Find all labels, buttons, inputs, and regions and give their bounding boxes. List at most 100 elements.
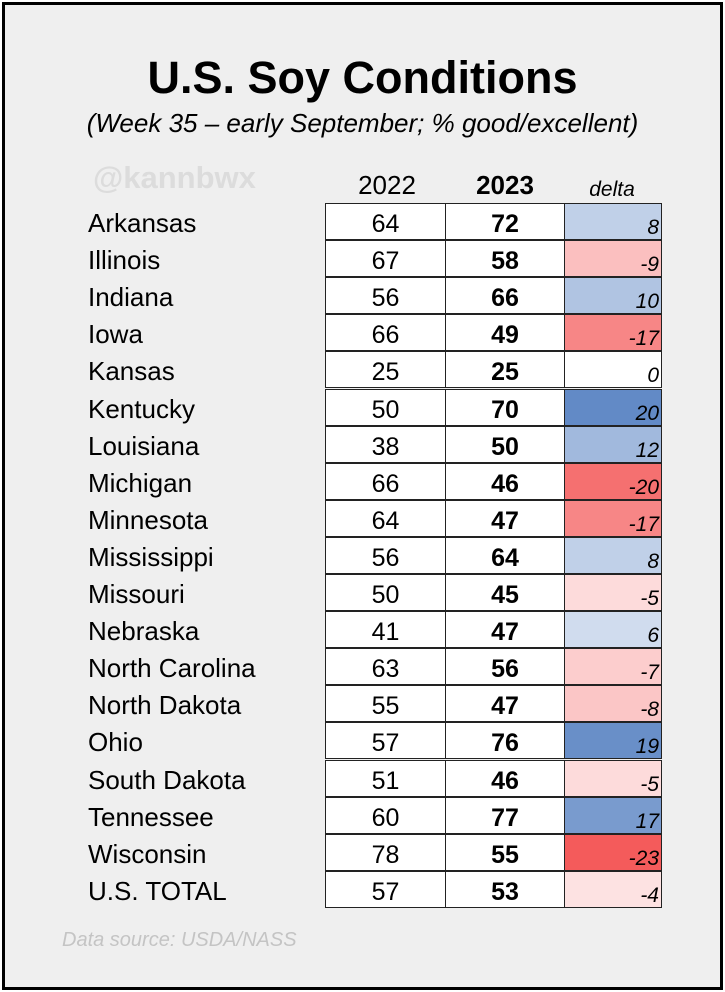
value-2022: 41 bbox=[325, 611, 446, 649]
state-label: Minnesota bbox=[88, 504, 208, 535]
value-2023: 25 bbox=[445, 351, 565, 389]
delta-cell: 0 bbox=[564, 351, 662, 389]
value-2023: 45 bbox=[445, 574, 565, 611]
value-2022: 78 bbox=[325, 833, 446, 871]
table-row: Illinois 67 58 -9 bbox=[0, 240, 725, 278]
delta-cell: 6 bbox=[564, 611, 662, 649]
table-row: Arkansas 64 72 8 bbox=[0, 203, 725, 240]
value-2022: 38 bbox=[325, 425, 446, 463]
value-2022: 56 bbox=[325, 277, 446, 315]
chart-subtitle: (Week 35 – early September; % good/excel… bbox=[86, 108, 639, 138]
value-2022: 60 bbox=[325, 796, 446, 834]
delta-cell: -5 bbox=[564, 759, 662, 797]
state-label: Arkansas bbox=[88, 208, 197, 238]
value-2022: 64 bbox=[325, 203, 446, 240]
table-row: Tennessee 60 77 17 bbox=[0, 796, 725, 834]
value-2022: 67 bbox=[325, 240, 446, 278]
state-label: Iowa bbox=[88, 319, 143, 350]
value-2023: 47 bbox=[445, 685, 565, 723]
table-row: Missouri 50 45 -5 bbox=[0, 574, 725, 611]
value-2022: 66 bbox=[325, 314, 446, 352]
value-2022: 51 bbox=[325, 759, 446, 797]
value-2023: 49 bbox=[445, 314, 565, 352]
delta-cell: -20 bbox=[564, 462, 662, 500]
state-label: Michigan bbox=[88, 467, 193, 498]
value-2023: 70 bbox=[445, 388, 565, 426]
table-row: Ohio 57 76 19 bbox=[0, 722, 725, 760]
value-2023: 47 bbox=[445, 499, 565, 537]
delta-cell: -17 bbox=[564, 314, 662, 352]
table-row: U.S. TOTAL 57 53 -4 bbox=[0, 870, 725, 908]
value-2023: 76 bbox=[445, 722, 565, 760]
value-2022: 55 bbox=[325, 685, 446, 723]
value-2023: 46 bbox=[445, 759, 565, 797]
value-2023: 50 bbox=[445, 425, 565, 463]
table-row: South Dakota 51 46 -5 bbox=[0, 759, 725, 797]
state-label: Tennessee bbox=[88, 801, 214, 832]
state-label: Missouri bbox=[88, 579, 185, 609]
value-2023: 56 bbox=[445, 648, 565, 686]
state-label: Nebraska bbox=[88, 616, 200, 647]
delta-cell: -8 bbox=[564, 685, 662, 723]
table-row: North Carolina 63 56 -7 bbox=[0, 648, 725, 686]
table-row: Kentucky 50 70 20 bbox=[0, 388, 725, 426]
table-row: Indiana 56 66 10 bbox=[0, 277, 725, 315]
table-row: North Dakota 55 47 -8 bbox=[0, 685, 725, 723]
state-label: North Carolina bbox=[88, 653, 256, 684]
delta-cell: -23 bbox=[564, 833, 662, 871]
column-header-delta: delta bbox=[589, 178, 635, 201]
delta-cell: -9 bbox=[564, 240, 662, 278]
value-2022: 25 bbox=[325, 351, 446, 389]
state-label: Ohio bbox=[88, 727, 143, 758]
state-label: Mississippi bbox=[88, 541, 214, 572]
delta-cell: -5 bbox=[564, 574, 662, 611]
value-2022: 57 bbox=[325, 870, 446, 908]
delta-cell: 12 bbox=[564, 425, 662, 463]
column-header-2022: 2022 bbox=[358, 170, 416, 200]
delta-cell: 17 bbox=[564, 796, 662, 834]
state-label: North Dakota bbox=[88, 690, 242, 721]
value-2023: 46 bbox=[445, 462, 565, 500]
value-2023: 64 bbox=[445, 536, 565, 574]
state-label: Louisiana bbox=[88, 430, 200, 461]
delta-cell: 20 bbox=[564, 388, 662, 426]
value-2023: 55 bbox=[445, 833, 565, 871]
state-label: Kansas bbox=[88, 356, 175, 387]
delta-cell: -4 bbox=[564, 870, 662, 908]
state-label: Wisconsin bbox=[88, 838, 207, 869]
state-label: South Dakota bbox=[88, 764, 246, 795]
value-2022: 64 bbox=[325, 499, 446, 537]
state-label: U.S. TOTAL bbox=[88, 875, 227, 906]
table-row: Mississippi 56 64 8 bbox=[0, 536, 725, 574]
chart-title: U.S. Soy Conditions bbox=[147, 52, 578, 103]
table-row: Iowa 66 49 -17 bbox=[0, 314, 725, 352]
delta-cell: 8 bbox=[564, 203, 662, 240]
value-2023: 66 bbox=[445, 277, 565, 315]
value-2022: 50 bbox=[325, 574, 446, 611]
state-label: Indiana bbox=[88, 282, 174, 313]
value-2023: 47 bbox=[445, 611, 565, 649]
value-2022: 57 bbox=[325, 722, 446, 760]
table-row: Wisconsin 78 55 -23 bbox=[0, 833, 725, 871]
value-2022: 56 bbox=[325, 536, 446, 574]
column-header-2023: 2023 bbox=[476, 170, 534, 200]
watermark: @kannbwx bbox=[93, 160, 256, 195]
value-2022: 66 bbox=[325, 462, 446, 500]
value-2023: 72 bbox=[445, 203, 565, 240]
state-label: Illinois bbox=[88, 245, 161, 276]
data-source: Data source: USDA/NASS bbox=[62, 929, 297, 951]
delta-cell: -7 bbox=[564, 648, 662, 686]
delta-cell: 19 bbox=[564, 722, 662, 760]
table-row: Michigan 66 46 -20 bbox=[0, 462, 725, 500]
table-row: Louisiana 38 50 12 bbox=[0, 425, 725, 463]
value-2023: 53 bbox=[445, 870, 565, 908]
state-label: Kentucky bbox=[88, 393, 195, 424]
value-2022: 63 bbox=[325, 648, 446, 686]
value-2022: 50 bbox=[325, 388, 446, 426]
delta-cell: -17 bbox=[564, 499, 662, 537]
table-row: Nebraska 41 47 6 bbox=[0, 611, 725, 649]
table-row: Minnesota 64 47 -17 bbox=[0, 499, 725, 537]
value-2023: 77 bbox=[445, 796, 565, 834]
table-row: Kansas 25 25 0 bbox=[0, 351, 725, 389]
delta-cell: 10 bbox=[564, 277, 662, 315]
